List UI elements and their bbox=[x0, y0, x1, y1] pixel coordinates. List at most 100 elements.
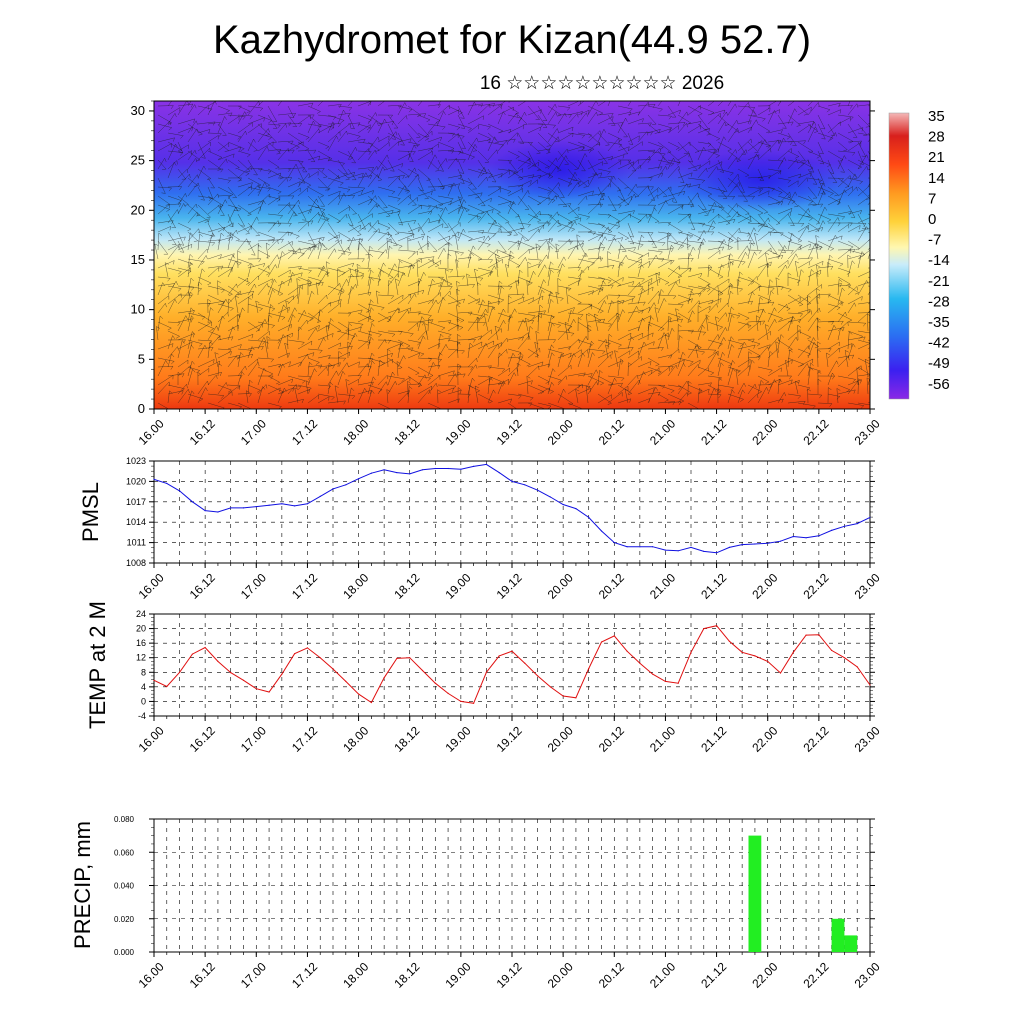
y-tick-label: 24 bbox=[136, 609, 146, 619]
data-point bbox=[191, 501, 193, 503]
x-tick-label: 18.00 bbox=[340, 959, 371, 990]
x-tick-label: 18.00 bbox=[340, 570, 371, 601]
x-tick-label: 17.12 bbox=[289, 959, 320, 990]
x-tick-label: 20.12 bbox=[596, 723, 627, 754]
y-tick-label: 0.060 bbox=[114, 848, 135, 857]
x-tick-label: 23.00 bbox=[852, 959, 883, 990]
x-tick-label: 23.00 bbox=[852, 723, 883, 754]
data-point bbox=[179, 490, 181, 492]
data-point bbox=[767, 660, 769, 663]
colorbar-label: 28 bbox=[928, 129, 945, 146]
data-point bbox=[498, 472, 500, 474]
x-tick-label: 21.00 bbox=[647, 723, 678, 754]
data-point bbox=[741, 651, 743, 653]
data-point bbox=[703, 550, 705, 553]
y-tick-label: 0 bbox=[141, 696, 146, 706]
data-point bbox=[217, 660, 219, 663]
data-point bbox=[549, 496, 552, 498]
precip-bar bbox=[844, 935, 858, 952]
x-tick-label: 22.12 bbox=[800, 959, 831, 990]
colorbar-label: -56 bbox=[928, 376, 950, 393]
data-point bbox=[549, 686, 552, 688]
data-point bbox=[600, 530, 603, 532]
data-point bbox=[242, 679, 245, 681]
data-point bbox=[434, 467, 436, 470]
y-tick-label: 8 bbox=[141, 667, 146, 677]
warm-core-1 bbox=[154, 342, 260, 409]
data-point bbox=[383, 677, 385, 679]
data-point bbox=[562, 695, 564, 697]
data-point bbox=[524, 484, 526, 486]
wind-barbs bbox=[154, 101, 870, 409]
x-tick-label: 17.00 bbox=[238, 570, 269, 601]
precip-series bbox=[748, 835, 858, 953]
data-point bbox=[524, 662, 526, 664]
data-point bbox=[588, 668, 590, 670]
x-tick-label: 19.00 bbox=[442, 723, 473, 754]
data-point bbox=[600, 641, 603, 643]
x-tick-label: 21.12 bbox=[698, 723, 729, 754]
cross-section-panel: 0 5 10 15 20 25 30 16.00 16.12 17.00 17.12 18.00 18… bbox=[131, 100, 883, 448]
x-tick-label: 17.00 bbox=[238, 723, 269, 754]
colorbar-label: 14 bbox=[928, 170, 945, 187]
pmsl-y-label: PMSL bbox=[78, 482, 103, 542]
pmsl-panel: 1008 1011 1014 1017 1020 1023 16.00 16.12 17.00… bbox=[78, 456, 883, 602]
data-point bbox=[856, 523, 858, 525]
x-tick-label: 16.12 bbox=[187, 416, 218, 447]
data-point bbox=[626, 650, 628, 652]
temp-frame bbox=[153, 613, 871, 717]
data-point bbox=[779, 672, 782, 674]
y-tick-label: 10 bbox=[131, 302, 145, 317]
data-point bbox=[166, 482, 168, 484]
colorbar-label: -28 bbox=[928, 293, 950, 310]
temp-y-axis: -4 0 4 8 12 16 20 24 bbox=[136, 609, 875, 721]
data-point bbox=[511, 650, 513, 652]
colorbar: 35 28 21 14 7 0 -7 -14 -21 -28 -35 -42 -49 -56 bbox=[888, 108, 950, 400]
x-tick-label: 18.12 bbox=[391, 959, 422, 990]
precip-panel: 0.000 0.020 0.040 0.060 0.080 16.00 16.12 17.0… bbox=[70, 815, 883, 991]
x-tick-label: 22.00 bbox=[749, 723, 780, 754]
data-point bbox=[434, 682, 436, 684]
colorbar-label: -7 bbox=[928, 232, 941, 249]
y-tick-label: 20 bbox=[131, 202, 145, 217]
data-point bbox=[511, 480, 513, 482]
data-point bbox=[166, 685, 168, 688]
data-point bbox=[575, 508, 577, 510]
data-point bbox=[255, 506, 257, 508]
x-tick-label: 19.12 bbox=[494, 416, 525, 447]
cold-core-1 bbox=[490, 140, 630, 200]
data-point bbox=[204, 510, 206, 512]
data-point bbox=[230, 672, 232, 674]
x-tick-label: 21.00 bbox=[647, 570, 678, 601]
x-tick-label: 22.12 bbox=[800, 570, 831, 601]
data-point bbox=[383, 469, 385, 471]
x-tick-label: 20.12 bbox=[596, 416, 627, 447]
precip-bar bbox=[748, 835, 762, 952]
temp-time-axis: 16.00 16.12 17.00 17.12 18.00 18.12 19.00 19.12… bbox=[136, 716, 883, 755]
data-point bbox=[613, 542, 615, 544]
y-tick-label: 0.040 bbox=[114, 882, 135, 891]
y-tick-label: 25 bbox=[131, 153, 145, 168]
data-point bbox=[613, 635, 615, 637]
x-tick-label: 18.12 bbox=[391, 416, 422, 447]
data-point bbox=[179, 671, 181, 673]
x-tick-label: 22.00 bbox=[749, 959, 780, 990]
warm-core-3 bbox=[575, 332, 665, 409]
x-tick-label: 21.00 bbox=[647, 959, 678, 990]
y-tick-label: 12 bbox=[136, 653, 146, 663]
data-point bbox=[856, 666, 858, 668]
data-point bbox=[460, 468, 462, 470]
data-point bbox=[473, 702, 475, 704]
x-tick-label: 16.00 bbox=[136, 570, 167, 601]
data-point bbox=[843, 657, 846, 659]
data-point bbox=[831, 649, 833, 652]
data-point bbox=[421, 669, 424, 672]
x-tick-label: 22.12 bbox=[800, 723, 831, 754]
x-tick-label: 18.12 bbox=[391, 723, 422, 754]
colorbar-label: -42 bbox=[928, 335, 950, 352]
data-point bbox=[191, 653, 193, 655]
data-point bbox=[358, 478, 360, 480]
y-tick-label: 0.020 bbox=[114, 915, 135, 924]
x-tick-label: 17.12 bbox=[289, 570, 320, 601]
